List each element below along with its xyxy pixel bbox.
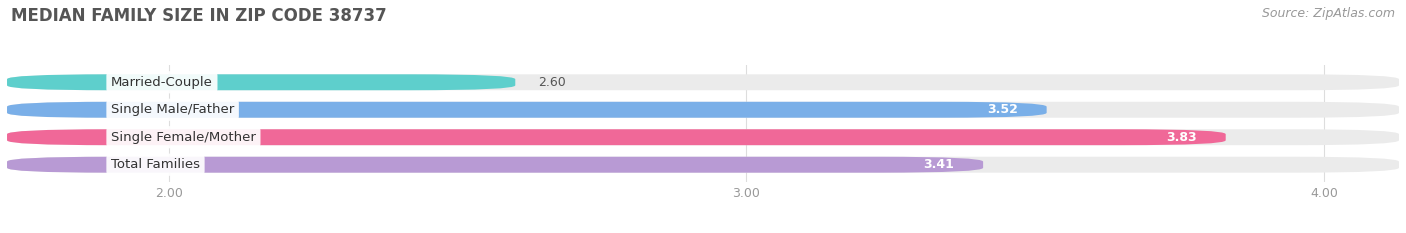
Text: MEDIAN FAMILY SIZE IN ZIP CODE 38737: MEDIAN FAMILY SIZE IN ZIP CODE 38737	[11, 7, 387, 25]
FancyBboxPatch shape	[7, 102, 1399, 118]
FancyBboxPatch shape	[7, 102, 1046, 118]
Text: Married-Couple: Married-Couple	[111, 76, 212, 89]
Text: Single Female/Mother: Single Female/Mother	[111, 131, 256, 144]
Text: 3.41: 3.41	[924, 158, 955, 171]
FancyBboxPatch shape	[7, 74, 515, 90]
FancyBboxPatch shape	[7, 129, 1399, 145]
Text: Single Male/Father: Single Male/Father	[111, 103, 235, 116]
FancyBboxPatch shape	[7, 157, 1399, 173]
Text: 2.60: 2.60	[538, 76, 567, 89]
Text: 3.83: 3.83	[1166, 131, 1197, 144]
Text: Source: ZipAtlas.com: Source: ZipAtlas.com	[1261, 7, 1395, 20]
Text: 3.52: 3.52	[987, 103, 1018, 116]
Text: Total Families: Total Families	[111, 158, 200, 171]
FancyBboxPatch shape	[7, 157, 983, 173]
FancyBboxPatch shape	[7, 129, 1226, 145]
FancyBboxPatch shape	[7, 74, 1399, 90]
